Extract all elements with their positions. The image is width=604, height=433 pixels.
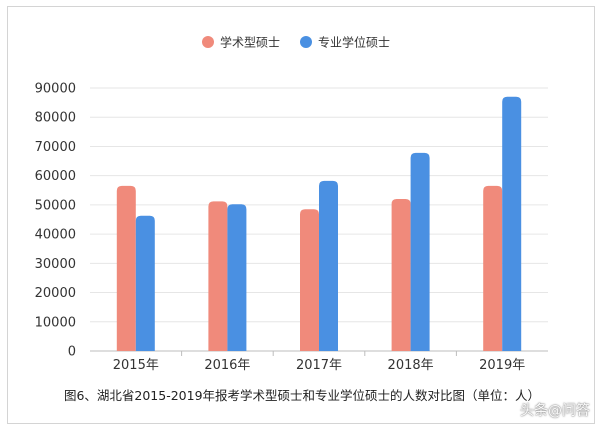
y-tick-label-1: 10000 xyxy=(35,315,76,330)
bar-professional-2 xyxy=(319,180,338,351)
x-tick-label-2: 2017年 xyxy=(296,358,342,373)
y-tick-label-4: 40000 xyxy=(35,228,76,243)
y-tick-label-9: 90000 xyxy=(35,82,76,97)
bar-academic-2 xyxy=(300,209,319,351)
x-axis-ticks: 2015年 2016年 2017年 2018年 2019年 xyxy=(113,351,525,373)
x-tick-label-4: 2019年 xyxy=(479,358,525,373)
legend: 学术型硕士 专业学位硕士 xyxy=(202,35,390,50)
y-tick-label-2: 20000 xyxy=(35,286,76,301)
bar-professional-1 xyxy=(227,204,247,351)
y-tick-label-8: 80000 xyxy=(35,111,76,126)
bar-academic-1 xyxy=(208,201,228,351)
y-tick-label-7: 70000 xyxy=(35,140,76,155)
gridlines xyxy=(90,87,548,352)
y-tick-label-5: 50000 xyxy=(35,198,76,213)
bar-professional-3 xyxy=(410,152,430,351)
x-tick-label-0: 2015年 xyxy=(113,358,159,373)
chart-caption: 图6、湖北省2015-2019年报考学术型硕士和专业学位硕士的人数对比图（单位：… xyxy=(63,388,541,403)
y-tick-label-6: 60000 xyxy=(35,169,76,184)
x-tick-label-1: 2016年 xyxy=(204,358,250,373)
bar-academic-3 xyxy=(391,199,411,351)
bar-academic-0 xyxy=(116,185,136,351)
legend-swatch-0 xyxy=(202,36,214,48)
watermark: 头条@问答 xyxy=(520,403,590,419)
bars xyxy=(116,96,522,352)
legend-label-0: 学术型硕士 xyxy=(220,35,280,50)
x-tick-label-3: 2018年 xyxy=(388,358,434,373)
legend-label-1: 专业学位硕士 xyxy=(318,35,390,50)
legend-swatch-1 xyxy=(300,36,312,48)
bar-academic-4 xyxy=(483,185,503,351)
bar-professional-0 xyxy=(135,215,155,351)
y-tick-label-0: 0 xyxy=(68,345,76,360)
y-tick-label-3: 30000 xyxy=(35,257,76,272)
y-axis-ticks: 0 10000 20000 30000 40000 50000 60000 70000 8000… xyxy=(35,82,76,360)
bar-professional-4 xyxy=(502,96,522,352)
